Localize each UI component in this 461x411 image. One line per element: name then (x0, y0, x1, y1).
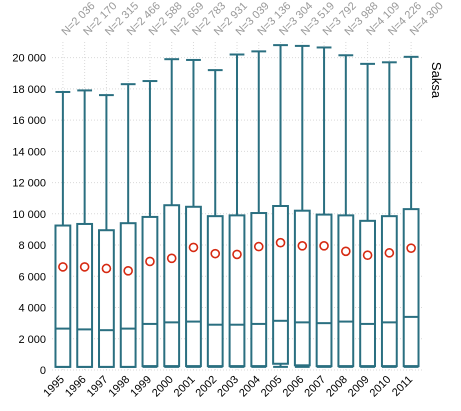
box-2000 (163, 58, 181, 368)
box-layer (54, 44, 420, 368)
box-2002 (206, 69, 224, 368)
mean-marker (232, 249, 242, 260)
y-tick-label: 0 (40, 365, 46, 377)
x-tick-label: 2003 (215, 374, 241, 400)
mean-marker (384, 248, 395, 258)
y-tick-label: 2 000 (18, 334, 46, 346)
y-axis-ticks: 0 2 000 4 000 6 000 8 000 10 000 12 000 14 000 1… (12, 53, 46, 377)
box-1998 (119, 83, 137, 368)
x-tick-label: 2000 (150, 374, 176, 400)
y-tick-label: 10 000 (12, 209, 46, 221)
box-2008 (337, 54, 355, 368)
x-tick-label: 1995 (41, 374, 67, 400)
x-tick-label: 1996 (63, 374, 89, 400)
mean-marker (253, 241, 264, 252)
x-tick-label: 2006 (281, 374, 307, 400)
mean-marker (341, 246, 351, 257)
box-iqr (250, 212, 268, 368)
x-tick-label: 2005 (259, 374, 285, 400)
box-2011 (402, 55, 420, 368)
box-iqr (206, 215, 224, 368)
mean-marker (362, 250, 373, 260)
mean-marker (58, 262, 68, 272)
box-iqr (337, 214, 355, 368)
box-1999 (141, 80, 159, 368)
box-iqr (380, 215, 398, 368)
mean-marker (297, 241, 308, 251)
box-2001 (185, 58, 202, 368)
y-tick-label: 12 000 (12, 178, 46, 190)
x-tick-label: 1997 (85, 374, 111, 400)
box-iqr (228, 214, 246, 368)
box-1996 (76, 89, 94, 368)
x-tick-label: 2011 (390, 374, 415, 399)
box-iqr (98, 229, 115, 368)
box-iqr (293, 209, 311, 367)
box-2003 (228, 53, 246, 368)
mean-marker (166, 253, 177, 264)
x-tick-label: 1998 (106, 374, 132, 400)
mean-marker (145, 256, 155, 267)
box-iqr (54, 224, 72, 368)
y-tick-label: 16 000 (12, 115, 46, 127)
mean-marker (319, 241, 329, 251)
mean-marker (188, 242, 199, 253)
box-2010 (380, 61, 398, 368)
mean-marker (406, 243, 416, 253)
x-tick-label: 2007 (302, 374, 328, 400)
x-tick-label: 2009 (346, 374, 372, 400)
box-2007 (315, 46, 333, 368)
x-axis-ticks: 1995199619971998199920002001200220032004… (41, 374, 415, 400)
x-tick-label: 2004 (237, 374, 263, 400)
y-tick-label: 6 000 (18, 271, 46, 283)
box-iqr (402, 208, 420, 368)
x-tick-label: 2010 (368, 374, 394, 400)
box-2005 (272, 44, 289, 368)
box-iqr (163, 204, 181, 368)
y-tick-label: 4 000 (18, 303, 46, 315)
mean-marker (79, 262, 90, 272)
y-tick-label: 14 000 (12, 146, 46, 158)
box-2004 (250, 50, 268, 368)
panel-label: Saksa (429, 62, 444, 99)
y-tick-label: 8 000 (18, 240, 46, 252)
box-1997 (98, 94, 115, 368)
box-1995 (54, 90, 72, 368)
x-tick-label: 1999 (128, 374, 154, 400)
box-2006 (293, 44, 311, 368)
mean-marker (101, 263, 112, 274)
box-iqr (119, 222, 137, 368)
mean-marker (210, 248, 221, 259)
box-2009 (359, 62, 376, 368)
x-tick-label: 2008 (324, 374, 350, 400)
x-tick-label: 2002 (194, 374, 220, 400)
y-tick-label: 20 000 (12, 53, 46, 65)
box-iqr (359, 219, 376, 368)
box-iqr (76, 222, 94, 368)
x-tick-label: 2001 (172, 374, 198, 400)
box-iqr (272, 205, 289, 365)
mean-marker (275, 237, 286, 248)
box-iqr (315, 213, 333, 368)
mean-marker (123, 266, 133, 276)
box-iqr (141, 215, 159, 368)
box-iqr (185, 205, 202, 368)
y-tick-label: 18 000 (12, 84, 46, 96)
